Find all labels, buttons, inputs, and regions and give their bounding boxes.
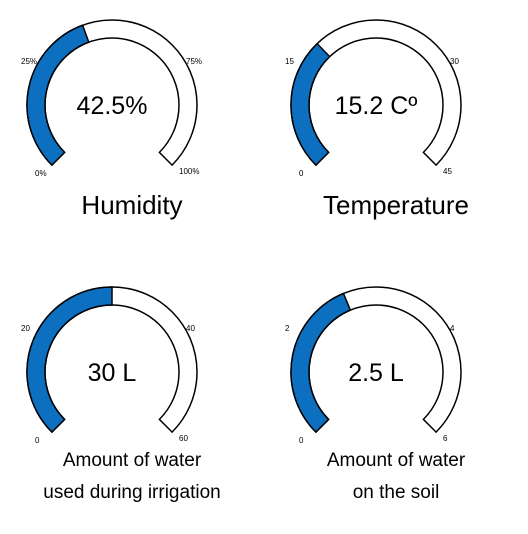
tick-label-max: 100% [179, 167, 199, 176]
tick-label-low: 15 [285, 57, 294, 66]
irrigation-water-gauge: 0 20 40 60 30 L Amount of water used dur… [0, 267, 264, 534]
gauge-label-line: Temperature [264, 190, 528, 221]
temperature-gauge-svg: 0 15 30 45 15.2 Cº [264, 0, 528, 267]
tick-label-high: 75% [186, 57, 202, 66]
tick-label-max: 60 [179, 434, 188, 443]
gauge-value: 30 L [88, 359, 137, 387]
humidity-gauge: 0% 25% 75% 100% 42.5% Humidity [0, 0, 264, 267]
tick-label-min: 0% [35, 169, 47, 178]
tick-label-min: 0 [299, 436, 304, 445]
tick-label-low: 2 [285, 324, 290, 333]
tick-label-high: 30 [450, 57, 459, 66]
gauge-label: Amount of water used during irrigation [0, 445, 264, 509]
tick-label-low: 25% [21, 57, 37, 66]
gauge-label-line: on the soil [264, 477, 528, 509]
tick-label-max: 6 [443, 434, 448, 443]
tick-label-high: 4 [450, 324, 455, 333]
tick-label-min: 0 [35, 436, 40, 445]
soil-water-gauge: 0 2 4 6 2.5 L Amount of water on the soi… [264, 267, 528, 534]
gauge-label-line: Amount of water [264, 445, 528, 477]
gauge-label: Amount of water on the soil [264, 445, 528, 509]
gauge-label-line: Amount of water [0, 445, 264, 477]
tick-label-low: 20 [21, 324, 30, 333]
gauge-label: Temperature [264, 190, 528, 221]
humidity-gauge-svg: 0% 25% 75% 100% 42.5% [0, 0, 264, 267]
tick-label-max: 45 [443, 167, 452, 176]
gauge-label-line: Humidity [0, 190, 264, 221]
gauge-value: 42.5% [77, 92, 148, 120]
tick-label-high: 40 [186, 324, 195, 333]
gauge-label: Humidity [0, 190, 264, 221]
gauge-label-line: used during irrigation [0, 477, 264, 509]
gauge-fill [291, 44, 330, 165]
tick-label-min: 0 [299, 169, 304, 178]
gauge-fill [291, 293, 350, 432]
temperature-gauge: 0 15 30 45 15.2 Cº Temperature [264, 0, 528, 267]
gauge-value: 2.5 L [348, 359, 404, 387]
gauge-value: 15.2 Cº [335, 92, 418, 120]
